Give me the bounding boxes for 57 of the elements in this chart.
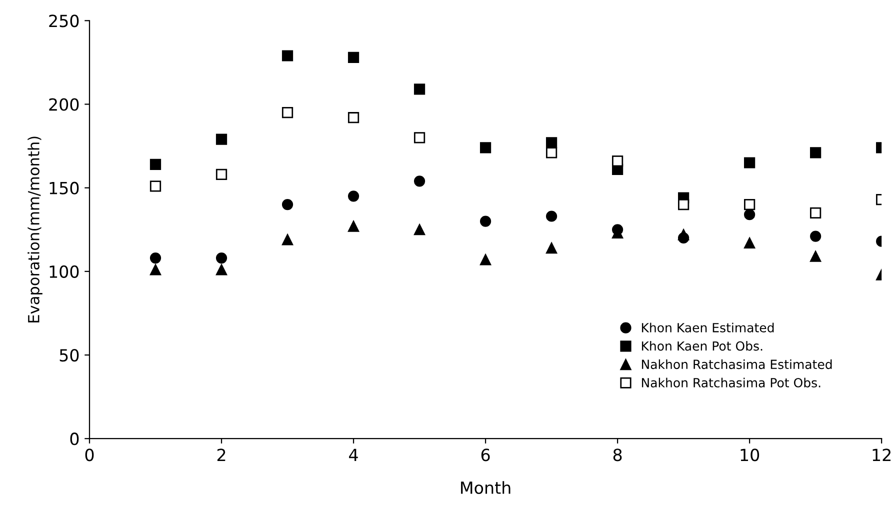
point [414,176,426,187]
point [282,234,294,246]
y-tick-label: 0 [70,432,79,446]
point [480,142,492,154]
legend-label: Nakhon Ratchasima Pot Obs. [642,378,820,388]
point [678,198,690,210]
y-tick-label: 200 [49,98,79,111]
y-tick-label: 250 [49,14,79,28]
point [546,210,558,222]
x-tick-label: 0 [85,448,94,462]
point [216,264,228,276]
point [348,112,360,124]
point [414,84,426,95]
point [744,209,756,220]
point [414,132,426,144]
point [282,107,294,118]
point [744,198,756,210]
point [414,224,426,236]
point [810,250,822,262]
point [546,147,558,158]
point [744,237,756,249]
point [150,264,162,276]
x-tick-label: 12 [872,448,891,461]
point [810,207,822,218]
point [810,147,822,158]
point [810,230,822,242]
point [546,137,558,148]
point [348,220,360,232]
point [282,198,294,210]
point [216,134,228,145]
point [216,252,228,264]
point [612,156,624,167]
point [348,52,360,63]
legend-label: Khon Kaen Estimated [642,322,774,332]
point [744,157,756,168]
point [150,252,162,264]
y-tick-label: 100 [50,265,79,278]
point [480,216,492,227]
point [150,158,162,170]
point [348,190,360,202]
x-axis-title: Month [461,481,510,494]
x-tick-label: 8 [613,448,622,462]
y-axis-title: Evaporation(mm/month) [28,136,42,322]
x-tick-label: 10 [740,448,760,462]
point [546,242,558,254]
point [216,168,228,180]
point [678,229,690,240]
y-tick-label: 150 [50,182,79,194]
x-tick-label: 2 [217,448,226,461]
legend-label: Nakhon Ratchasima Estimated [642,359,832,370]
x-tick-label: 4 [349,448,358,461]
x-tick-label: 6 [481,448,490,462]
legend-label: Khon Kaen Pot Obs. [642,341,762,351]
y-tick-label: 50 [60,348,79,362]
point [282,50,294,62]
point [480,254,492,266]
point [150,180,162,192]
